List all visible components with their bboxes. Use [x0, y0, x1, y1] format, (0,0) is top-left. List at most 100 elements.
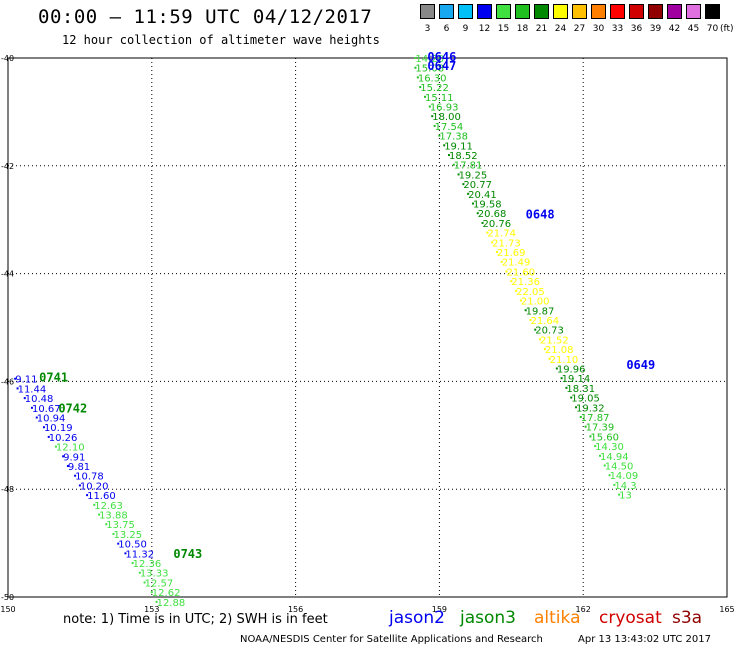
track-point — [452, 163, 455, 166]
scale-swatch — [496, 4, 511, 19]
x-tick-label: 165 — [719, 605, 734, 614]
scale-swatch — [553, 4, 568, 19]
pass-time-label: 0742 — [58, 401, 87, 415]
pass-time-label: 0648 — [526, 207, 555, 221]
wave-height-label: 10.94 — [37, 414, 66, 425]
scale-value-label: 24 — [554, 24, 567, 34]
track-point — [543, 348, 546, 351]
wave-height-label: 9.91 — [63, 452, 85, 463]
wave-height-label: 19.11 — [444, 141, 473, 152]
scale-value-label: 30 — [592, 24, 605, 34]
wave-height-label: 21.36 — [511, 277, 540, 288]
wave-height-label: 13 — [619, 491, 632, 502]
track-point — [519, 299, 522, 302]
track-point — [416, 76, 419, 79]
y-tick-label: -44 — [1, 270, 14, 279]
track-point — [16, 387, 19, 390]
track-point — [23, 397, 26, 400]
wave-height-label: 21.49 — [502, 258, 531, 269]
y-tick-label: -50 — [1, 593, 14, 602]
wave-height-label: 21.73 — [492, 238, 521, 249]
track-point — [534, 328, 537, 331]
scale-value-label: 9 — [462, 24, 469, 34]
wave-height-label: 14.50 — [605, 461, 634, 472]
track-point — [155, 600, 158, 603]
wave-height-label: 16.30 — [418, 73, 447, 84]
wave-height-label: 12.88 — [157, 598, 186, 609]
track-point — [575, 406, 578, 409]
page-title: 00:00 – 11:59 UTC 04/12/2017 — [38, 6, 373, 28]
track-point — [598, 454, 601, 457]
scale-value-label: 33 — [611, 24, 624, 34]
scale-value-label: 18 — [516, 24, 529, 34]
wave-height-label: 12.36 — [133, 559, 162, 570]
track-point — [539, 338, 542, 341]
track-point — [124, 552, 127, 555]
track-point — [579, 415, 582, 418]
generated-timestamp: Apr 13 13:43:02 UTC 2017 — [578, 634, 711, 645]
wave-height-label: 20.68 — [478, 209, 507, 220]
wave-height-label: 17.54 — [435, 122, 464, 133]
x-tick-label: 153 — [144, 605, 159, 614]
track-point — [143, 581, 146, 584]
wave-height-label: 18.52 — [449, 151, 478, 162]
track-point — [560, 377, 563, 380]
y-tick-label: -40 — [1, 54, 14, 63]
wave-height-label: 21.00 — [521, 297, 550, 308]
track-point — [510, 280, 513, 283]
scale-value-label: 39 — [649, 24, 662, 34]
track-point — [618, 493, 621, 496]
wave-height-label: 16.93 — [430, 103, 459, 114]
track-point — [565, 386, 568, 389]
wave-height-label: 20.76 — [483, 219, 512, 230]
scale-value-label: 45 — [687, 24, 700, 34]
wave-height-label: 21.69 — [497, 248, 526, 259]
track-point — [486, 231, 489, 234]
wave-height-label: 19.87 — [526, 306, 555, 317]
track-point — [428, 105, 431, 108]
wave-height-label: 20.41 — [468, 190, 497, 201]
track-point — [42, 426, 45, 429]
track-point — [150, 591, 153, 594]
wave-height-label: 17.39 — [586, 423, 615, 434]
track-point — [105, 523, 108, 526]
track-point — [447, 154, 450, 157]
track-point — [86, 494, 89, 497]
pass-time-label: 0743 — [173, 547, 202, 561]
y-tick-label: -46 — [1, 377, 14, 386]
wave-height-label: 10.20 — [80, 481, 109, 492]
wave-height-label: 19.14 — [562, 374, 591, 385]
wave-height-label: 11.60 — [87, 491, 116, 502]
track-point — [555, 367, 558, 370]
scale-swatch — [667, 4, 682, 19]
scale-swatch — [420, 4, 435, 19]
track-point — [476, 212, 479, 215]
scale-value-label: 36 — [630, 24, 643, 34]
wave-height-label: 14.20 — [415, 54, 444, 65]
track-point — [62, 455, 65, 458]
track-point — [467, 192, 470, 195]
scale-swatch — [458, 4, 473, 19]
scale-swatch — [686, 4, 701, 19]
wave-height-label: 14.3 — [614, 481, 636, 492]
pass-time-label: 0741 — [39, 371, 68, 385]
track-point — [529, 318, 532, 321]
scale-unit-label: (ft) — [720, 24, 734, 34]
scale-value-label: 27 — [573, 24, 586, 34]
pass-time-label: 0647 — [427, 59, 456, 73]
track-point — [613, 483, 616, 486]
track-point — [66, 465, 69, 468]
wave-height-label: 10.67 — [32, 404, 61, 415]
wave-height-label: 12.63 — [94, 501, 123, 512]
track-point — [414, 66, 417, 69]
wave-height-label: 18.00 — [432, 112, 461, 123]
scale-swatch — [629, 4, 644, 19]
track-point — [431, 115, 434, 118]
pass-time-label: 0646 — [427, 50, 456, 64]
scale-swatch — [610, 4, 625, 19]
track-point — [589, 435, 592, 438]
wave-height-label: 19.05 — [571, 394, 600, 405]
track-point — [491, 241, 494, 244]
wave-height-label: 20.73 — [535, 326, 564, 337]
